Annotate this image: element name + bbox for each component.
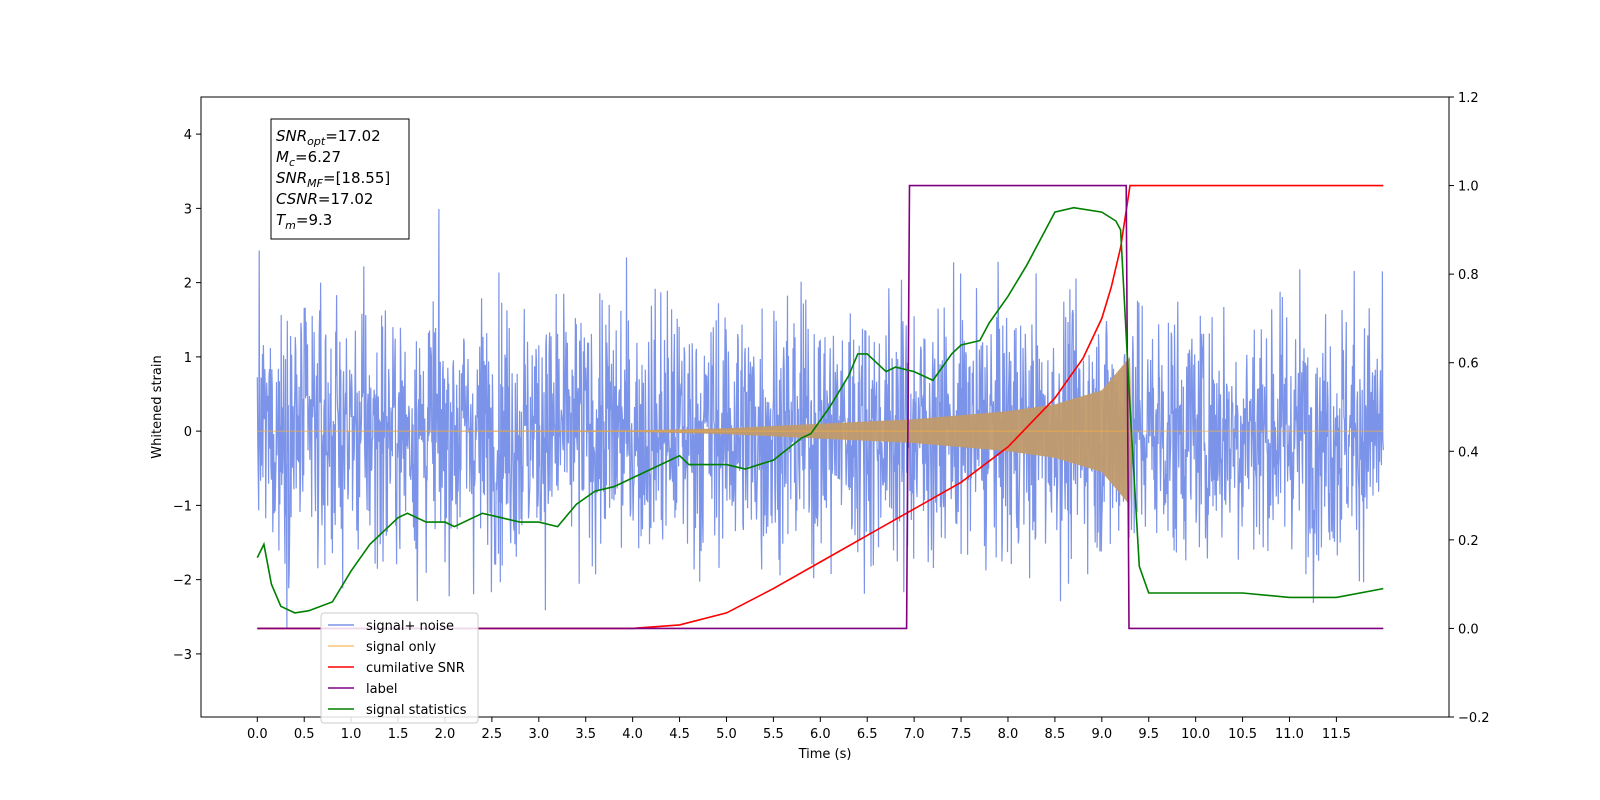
x-tick-label: 4.0 xyxy=(622,727,643,742)
y-left-tick-label: −1 xyxy=(173,499,192,514)
x-tick-label: 9.5 xyxy=(1138,727,1159,742)
x-tick-label: 0.0 xyxy=(247,727,268,742)
x-tick-label: 10.5 xyxy=(1228,727,1257,742)
y-left-tick-label: 4 xyxy=(184,128,192,143)
x-axis: 0.0 0.5 1.0 1.5 2.0 2.5 3.0 3.5 4.0 4.5 5.0 5.5 6.0 6… xyxy=(247,717,1351,742)
x-tick-label: 4.5 xyxy=(669,727,690,742)
legend-frame xyxy=(320,612,479,724)
x-tick-label: 11.0 xyxy=(1275,727,1304,742)
plot-layer xyxy=(256,184,1384,630)
y-right-tick-label: 0.8 xyxy=(1458,268,1479,283)
x-tick-label: 6.5 xyxy=(857,727,878,742)
y-right-tick-label: 0.0 xyxy=(1458,622,1479,637)
x-tick-label: 8.0 xyxy=(998,727,1019,742)
series-line-signal-statistics xyxy=(256,206,1384,614)
y-right-tick-label: 0.6 xyxy=(1458,357,1479,372)
legend-label: cumilative SNR xyxy=(366,661,465,676)
x-tick-label: 3.5 xyxy=(575,727,596,742)
plot-frame xyxy=(200,96,1450,718)
x-tick-label: 1.5 xyxy=(388,727,409,742)
x-axis-label: Time (s) xyxy=(798,747,852,762)
y-axis-left: −3 −2 −1 0 1 2 3 4 xyxy=(173,128,201,663)
x-tick-label: 9.0 xyxy=(1091,727,1112,742)
x-tick-label: 1.0 xyxy=(341,727,362,742)
y-right-tick-label: 0.4 xyxy=(1458,445,1479,460)
y-right-tick-label: 0.2 xyxy=(1458,534,1479,549)
x-tick-label: 6.0 xyxy=(810,727,831,742)
y-left-tick-label: −3 xyxy=(173,648,192,663)
y-left-tick-label: 0 xyxy=(184,425,192,440)
y-right-tick-label: 1.2 xyxy=(1458,91,1479,106)
legend: signal+ noise signal only cumilative SNR la… xyxy=(320,612,479,724)
y-right-tick-label: 1.0 xyxy=(1458,180,1479,195)
y-left-tick-label: 2 xyxy=(184,277,192,292)
legend-label: signal statistics xyxy=(366,703,467,718)
legend-label: label xyxy=(366,682,397,697)
x-tick-label: 2.0 xyxy=(435,727,456,742)
annotation-line: Mc=6.27 xyxy=(276,148,341,169)
stats-annotation-box: SNRopt=17.02Mc=6.27SNRMF=[18.55]CSNR=17.… xyxy=(270,118,410,240)
x-tick-label: 7.0 xyxy=(904,727,925,742)
x-tick-label: 2.5 xyxy=(482,727,503,742)
y-axis-right: −0.2 0.0 0.2 0.4 0.6 0.8 1.0 1.2 xyxy=(1449,91,1490,726)
y-axis-left-label: Whitened strain xyxy=(150,355,165,458)
y-left-tick-label: 1 xyxy=(184,351,192,366)
x-tick-label: 5.0 xyxy=(716,727,737,742)
annotation-frame xyxy=(270,118,410,240)
annotation-line: SNRopt=17.02 xyxy=(276,127,381,148)
y-right-tick-label: −0.2 xyxy=(1458,711,1490,726)
x-tick-label: 5.5 xyxy=(763,727,784,742)
annotation-line: CSNR=17.02 xyxy=(276,190,373,208)
x-tick-label: 7.5 xyxy=(951,727,972,742)
x-tick-label: 8.5 xyxy=(1045,727,1066,742)
y-left-tick-label: −2 xyxy=(173,574,192,589)
annotation-line: Tm=9.3 xyxy=(276,211,332,232)
series-line-label xyxy=(257,184,1384,630)
x-tick-label: 11.5 xyxy=(1322,727,1351,742)
annotation-line: SNRMF=[18.55] xyxy=(276,169,390,190)
series-line-signal-noise xyxy=(256,208,1384,628)
x-tick-label: 3.0 xyxy=(528,727,549,742)
legend-label: signal+ noise xyxy=(366,619,454,634)
y-left-tick-label: 3 xyxy=(184,202,192,217)
legend-label: signal only xyxy=(366,640,436,655)
x-tick-label: 10.0 xyxy=(1181,727,1210,742)
x-tick-label: 0.5 xyxy=(294,727,315,742)
